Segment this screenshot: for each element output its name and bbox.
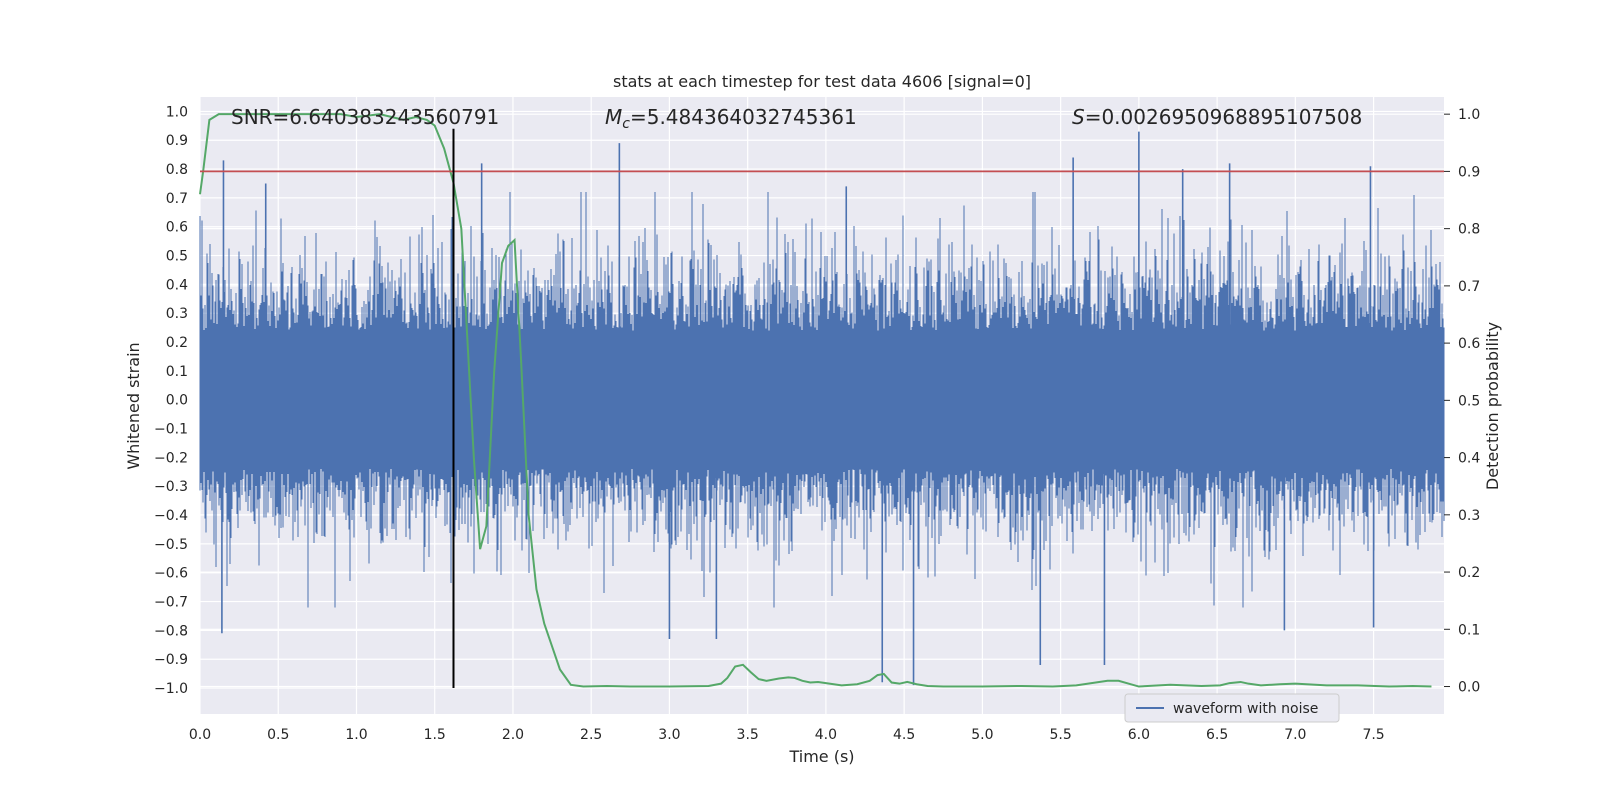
tick-labels: 0.0 0.5 1.0 1.5 2.0 2.5 3.0 3.5 4.0 4.5 5.0 5.5 6.0 6… (154, 104, 1480, 743)
x-tick-label: 6.5 (1206, 727, 1228, 743)
s-value: =0.0026950968895107508 (1085, 105, 1363, 129)
y-tick-label: −0.7 (154, 595, 188, 611)
y-tick-label: −0.8 (154, 623, 188, 639)
x-tick-label: 0.0 (189, 727, 211, 743)
x-tick-label: 7.5 (1362, 727, 1384, 743)
y2-tick-label: 0.0 (1458, 680, 1480, 696)
y-tick-label: −0.6 (154, 566, 188, 582)
overlay-series (199, 113, 1444, 689)
y2-tick-label: 0.1 (1458, 622, 1480, 638)
y-tick-label: 0.6 (166, 220, 188, 236)
y2-tick-label: 0.9 (1458, 164, 1480, 180)
waveform-series (199, 131, 1445, 686)
y-tick-label: −0.2 (154, 450, 188, 466)
x-tick-label: 5.5 (1049, 727, 1071, 743)
x-tick-label: 2.5 (580, 727, 602, 743)
y-tick-label: −0.3 (154, 479, 188, 495)
detection-probability-line (199, 113, 1432, 688)
chirp-mass-annotation: Mc=5.484364032745361 (605, 105, 857, 132)
x-tick-label: 7.0 (1284, 727, 1306, 743)
y-tick-label: −0.9 (154, 652, 188, 668)
y-tick-label: 0.1 (166, 364, 188, 380)
chirp-mass-symbol: M (605, 105, 622, 129)
y2-tick-label: 1.0 (1458, 107, 1480, 123)
y-tick-label: 0.2 (166, 335, 188, 351)
y-tick-label: 0.3 (166, 306, 188, 322)
s-symbol: S (1072, 105, 1085, 129)
y-tick-label: 0.9 (166, 133, 188, 149)
legend-label-waveform: waveform with noise (1173, 701, 1318, 717)
y-tick-label: −1.0 (154, 681, 188, 697)
x-tick-label: 3.0 (658, 727, 680, 743)
y-axis-label: Whitened strain (124, 342, 143, 469)
y-tick-label: 0.5 (166, 249, 188, 265)
waveform-noise-path (199, 192, 1445, 608)
x-axis-label: Time (s) (788, 747, 854, 766)
y-tick-label: −0.5 (154, 537, 188, 553)
legend: waveform with noise (1124, 693, 1340, 723)
y2-tick-label: 0.8 (1458, 222, 1480, 238)
y2-axis-label: Detection probability (1483, 322, 1502, 490)
y-tick-label: −0.4 (154, 508, 188, 524)
x-tick-label: 5.0 (971, 727, 993, 743)
chart-title: stats at each timestep for test data 460… (613, 72, 1031, 91)
x-tick-label: 1.5 (424, 727, 446, 743)
x-tick-label: 6.0 (1128, 727, 1150, 743)
y2-tick-label: 0.6 (1458, 336, 1480, 352)
x-tick-label: 3.5 (737, 727, 759, 743)
y-tick-label: −0.1 (154, 422, 188, 438)
y2-tick-label: 0.5 (1458, 393, 1480, 409)
y-tick-label: 0.0 (166, 393, 188, 409)
chirp-mass-subscript: c (622, 116, 630, 132)
y2-tick-label: 0.4 (1458, 451, 1480, 467)
y2-tick-label: 0.7 (1458, 279, 1480, 295)
s-annotation: S=0.0026950968895107508 (1072, 105, 1362, 129)
chirp-mass-value: =5.484364032745361 (630, 105, 857, 129)
y2-tick-label: 0.2 (1458, 565, 1480, 581)
x-tick-label: 4.0 (815, 727, 837, 743)
y-tick-label: 1.0 (166, 104, 188, 120)
y-tick-label: 0.4 (166, 277, 188, 293)
x-tick-label: 2.0 (502, 727, 524, 743)
x-tick-label: 1.0 (345, 727, 367, 743)
y2-tick-label: 0.3 (1458, 508, 1480, 524)
y-tick-label: 0.7 (166, 191, 188, 207)
x-tick-label: 4.5 (893, 727, 915, 743)
snr-annotation: SNR=6.640383243560791 (231, 105, 499, 129)
x-tick-label: 0.5 (267, 727, 289, 743)
legend-box (1124, 693, 1340, 723)
y-tick-label: 0.8 (166, 162, 188, 178)
